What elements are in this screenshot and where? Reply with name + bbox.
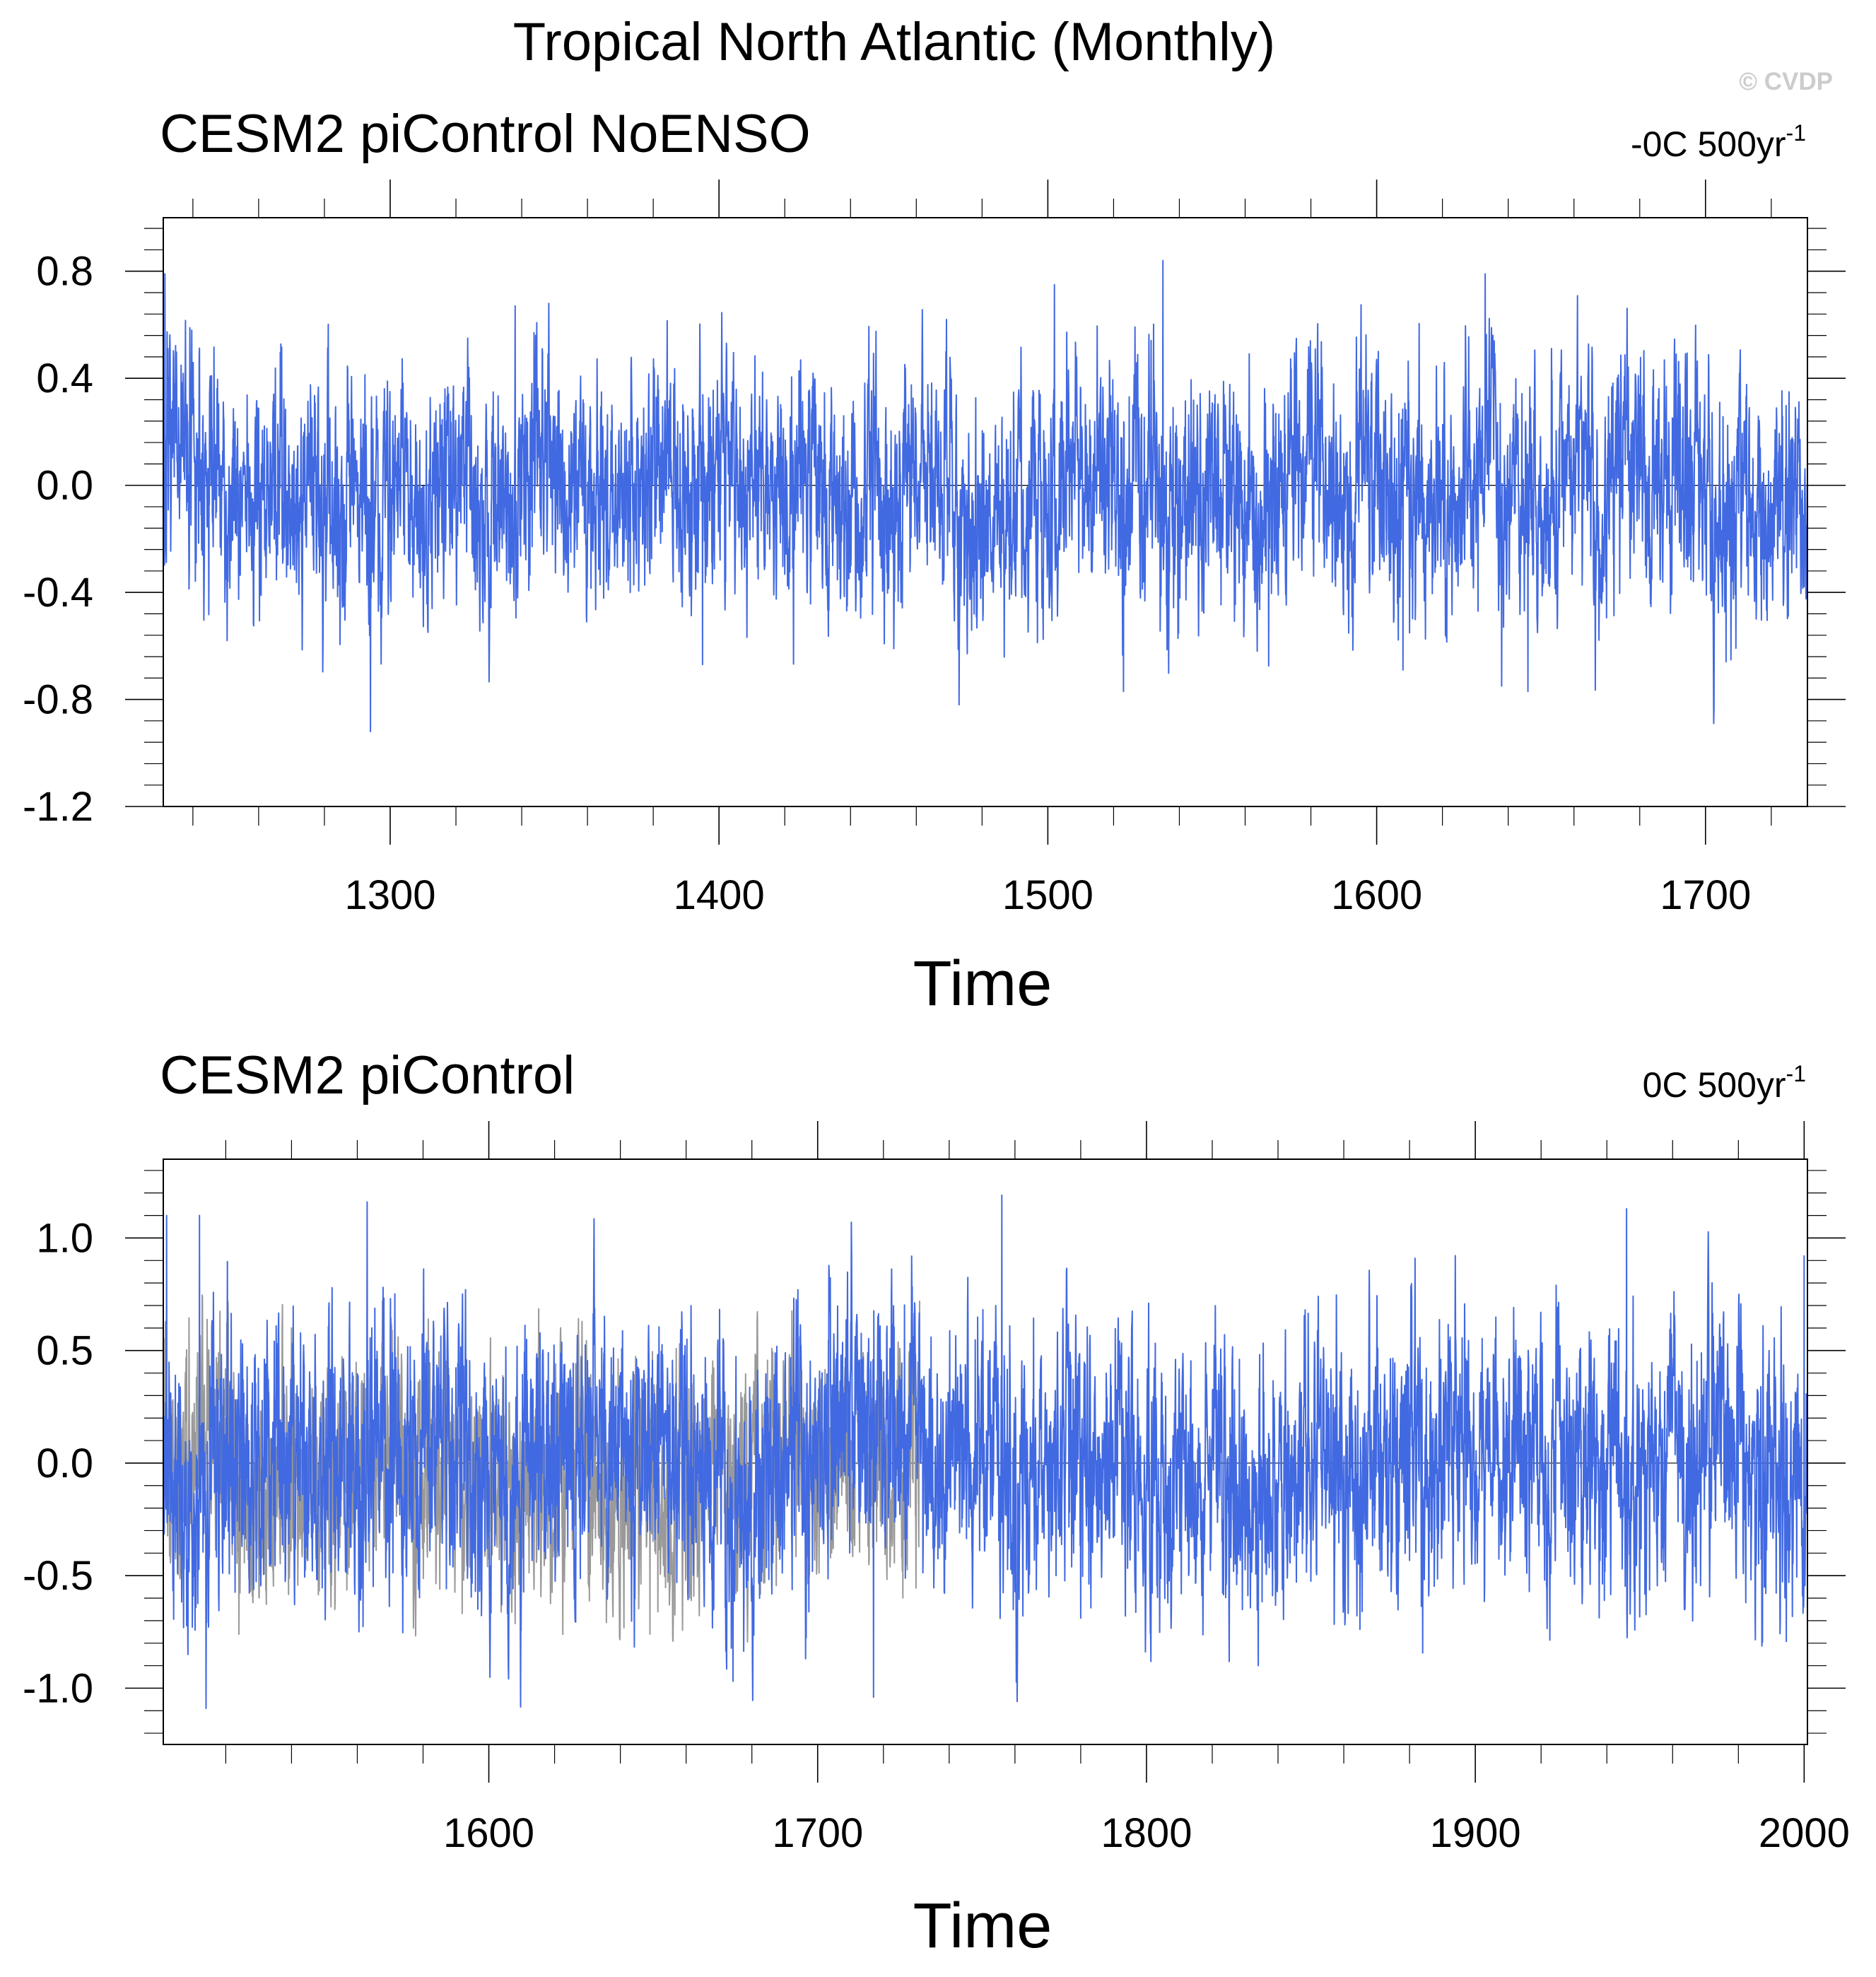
x-tick-label: 1700 [1660, 872, 1751, 918]
y-tick-label: -1.0 [23, 1665, 93, 1711]
y-tick-labels: 1.0 0.5 0.0 -0.5 -1.0 [23, 1215, 93, 1711]
series-line-1 [163, 1195, 1808, 1709]
panel-title: CESM2 piControl NoENSO [160, 104, 811, 164]
figure-title: Tropical North Atlantic (Monthly) [513, 12, 1275, 72]
x-axis-label: Time [913, 1891, 1053, 1961]
y-tick-labels: 0.8 0.4 0.0 -0.4 -0.8 -1.2 [23, 249, 93, 830]
trend-label: -0C 500yr-1 [1631, 120, 1806, 164]
x-tick-label: 1600 [1331, 872, 1422, 918]
y-tick-label: -0.8 [23, 677, 93, 723]
y-tick-label: 0.8 [36, 249, 93, 295]
plot-frame [163, 217, 1808, 807]
x-tick-label: 1900 [1430, 1810, 1521, 1856]
y-tick-label: 0.0 [36, 463, 93, 509]
x-tick-labels: 1300 1400 1500 1600 1700 [344, 872, 1751, 918]
data-series [163, 259, 1808, 732]
trend-superscript: -1 [1786, 1061, 1806, 1086]
x-tick-label: 2000 [1759, 1810, 1850, 1856]
trend-value: -0C 500yr [1631, 124, 1786, 164]
x-tick-label: 1700 [772, 1810, 863, 1856]
y-tick-label: 0.0 [36, 1441, 93, 1486]
x-tick-label: 1800 [1101, 1810, 1192, 1856]
trend-label: 0C 500yr-1 [1643, 1061, 1806, 1105]
y-tick-label: -0.5 [23, 1553, 93, 1599]
trend-value: 0C 500yr [1643, 1065, 1786, 1105]
data-series [163, 1195, 1808, 1709]
x-tick-labels: 1600 1700 1800 1900 2000 [443, 1810, 1850, 1856]
trend-superscript: -1 [1786, 120, 1806, 146]
y-tick-label: 0.4 [36, 356, 93, 401]
watermark: © CVDP [1739, 68, 1833, 95]
x-axis-label: Time [913, 949, 1053, 1019]
y-tick-label: -0.4 [23, 570, 93, 616]
x-tick-label: 1300 [344, 872, 435, 918]
panel-noenso: CESM2 piControl NoENSO -0C 500yr-1 0.80.… [23, 104, 1846, 1019]
x-tick-label: 1500 [1002, 872, 1094, 918]
y-tick-label: -1.2 [23, 784, 93, 830]
series-line-0 [163, 259, 1808, 732]
y-tick-label: 0.5 [36, 1328, 93, 1374]
panel-picontrol: CESM2 piControl 0C 500yr-1 1.0 0.5 0.0 -0.5… [23, 1045, 1850, 1961]
y-tick-label: 1.0 [36, 1215, 93, 1261]
x-tick-label: 1600 [443, 1810, 534, 1856]
plot-frame [163, 1158, 1808, 1745]
panel-title: CESM2 piControl [160, 1045, 575, 1105]
x-tick-label: 1400 [674, 872, 765, 918]
